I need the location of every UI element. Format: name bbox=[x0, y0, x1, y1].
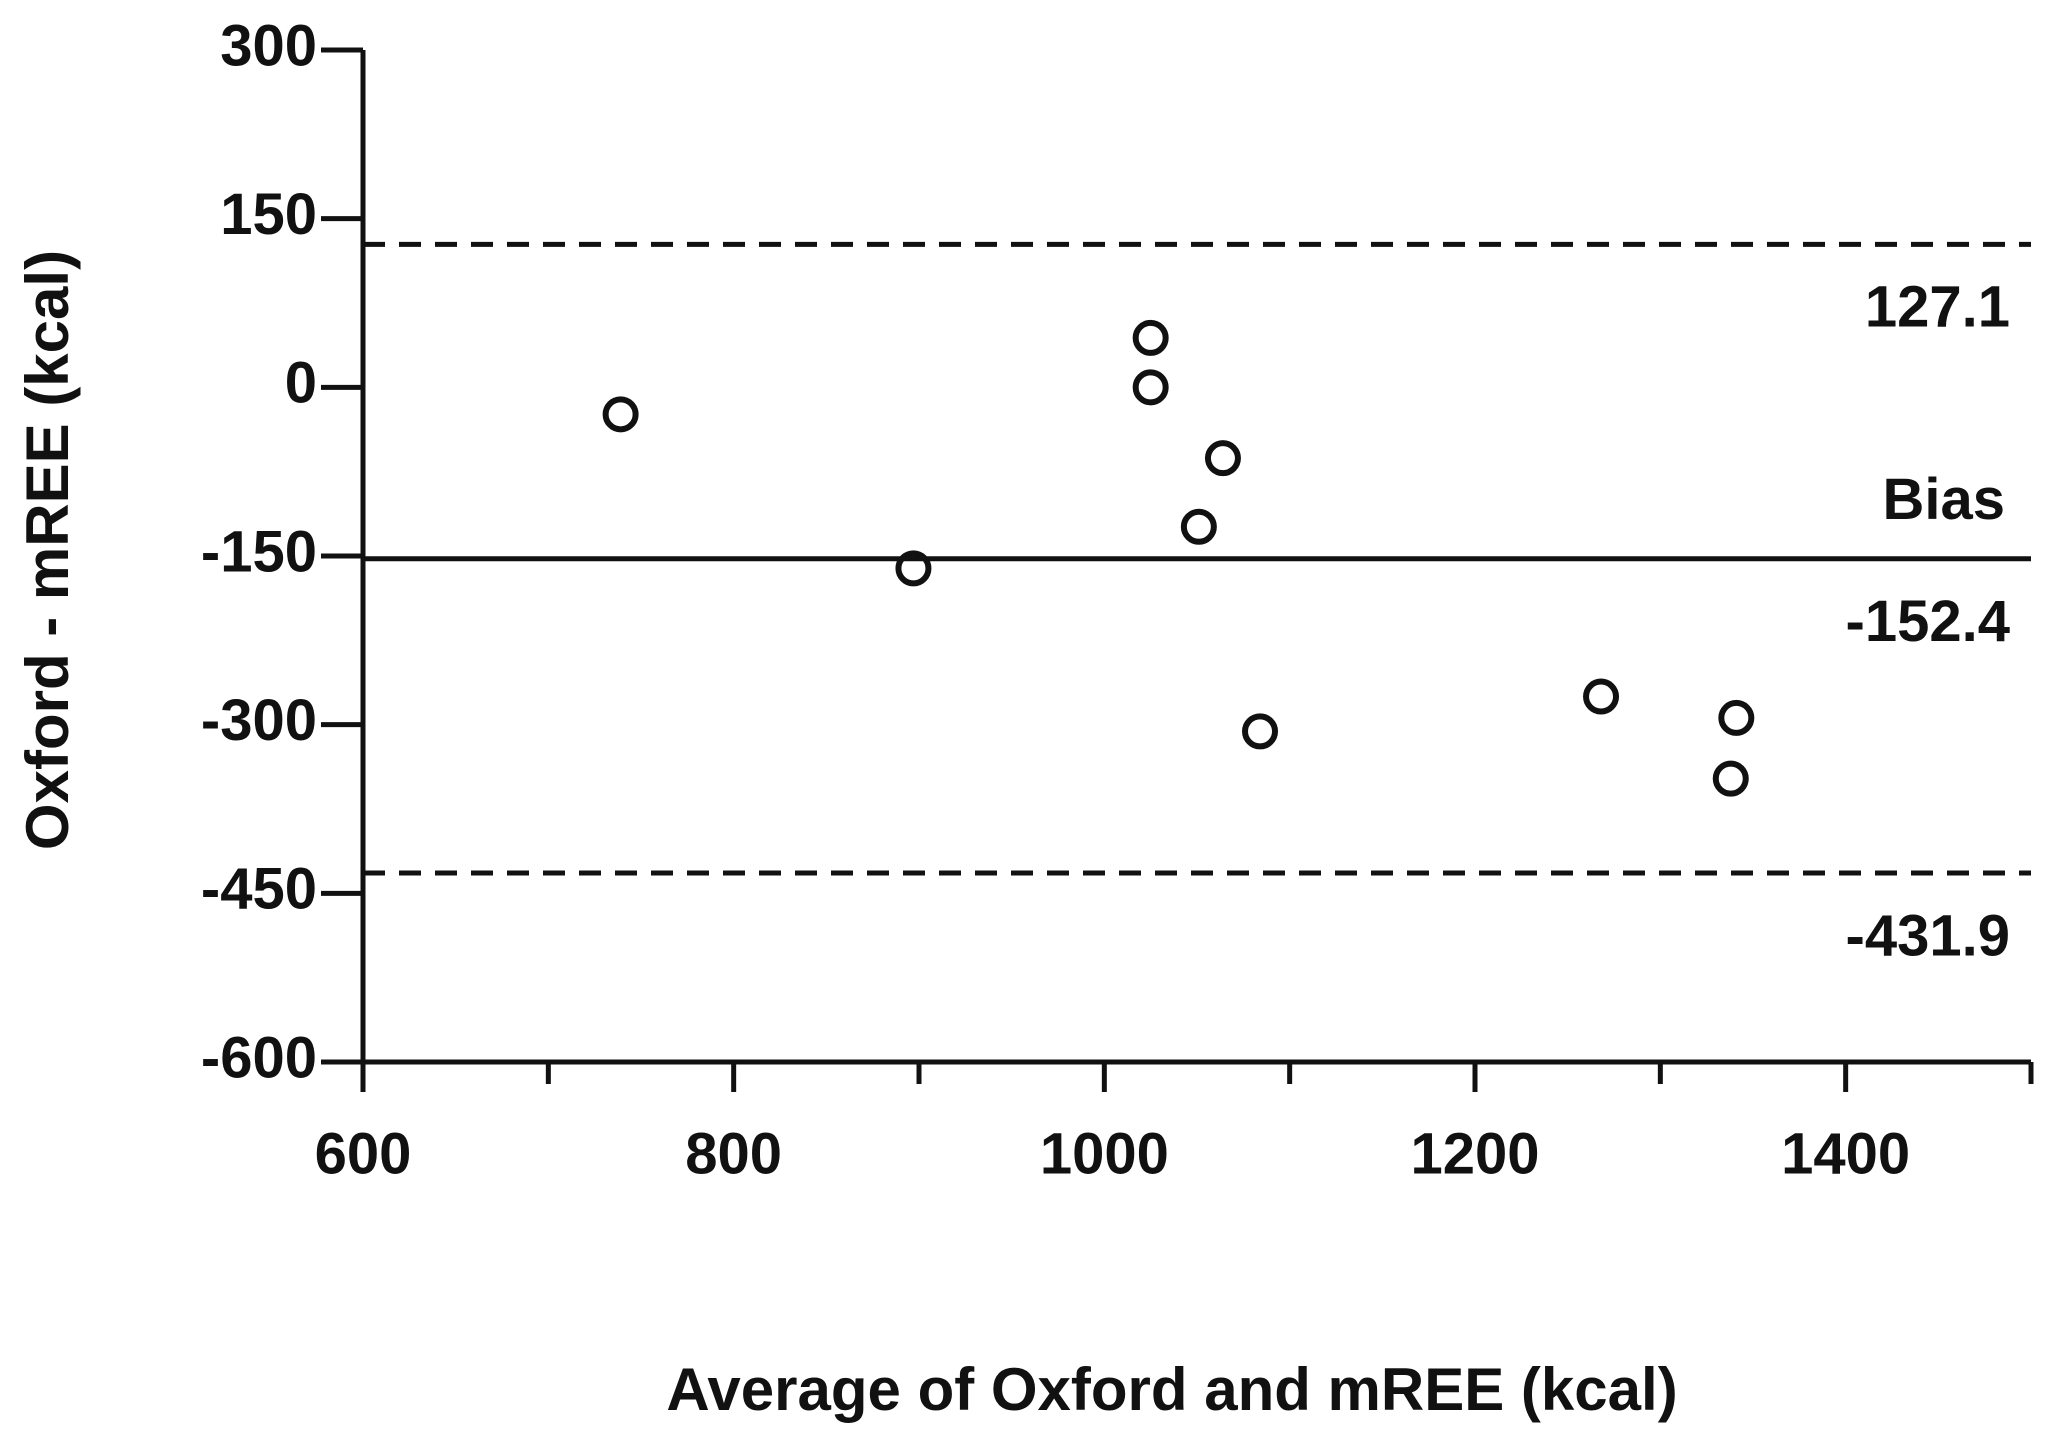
x-axis-title: Average of Oxford and mREE (kcal) bbox=[666, 1356, 1677, 1423]
x-tick-label: 1400 bbox=[1781, 1121, 1910, 1186]
reference-value: 127.1 bbox=[1865, 275, 2010, 340]
reference-value: -152.4 bbox=[1846, 589, 2010, 654]
y-tick-label: -450 bbox=[201, 857, 317, 922]
point bbox=[1132, 369, 1169, 406]
point bbox=[1132, 319, 1169, 356]
x-tick-label: 600 bbox=[315, 1121, 412, 1186]
y-tick-label: 150 bbox=[220, 182, 317, 247]
point bbox=[1180, 508, 1217, 545]
point bbox=[1583, 678, 1620, 715]
x-tick-label: 1000 bbox=[1040, 1121, 1169, 1186]
y-tick-label: -300 bbox=[201, 688, 317, 753]
y-axis-title: Oxford - mREE (kcal) bbox=[14, 250, 81, 850]
y-tick-label: 0 bbox=[285, 351, 317, 416]
y-tick-label: 300 bbox=[220, 13, 317, 78]
point bbox=[1204, 440, 1241, 477]
reference-value: -431.9 bbox=[1846, 903, 2010, 968]
point bbox=[602, 396, 639, 433]
reference-name: Bias bbox=[1882, 467, 2005, 532]
point bbox=[1712, 760, 1749, 797]
y-tick-label: -600 bbox=[201, 1025, 317, 1090]
x-tick-label: 1200 bbox=[1410, 1121, 1539, 1186]
point bbox=[895, 550, 932, 587]
x-tick-label: 800 bbox=[685, 1121, 782, 1186]
point bbox=[1242, 713, 1279, 750]
point bbox=[1718, 699, 1755, 736]
y-tick-label: -150 bbox=[201, 519, 317, 584]
